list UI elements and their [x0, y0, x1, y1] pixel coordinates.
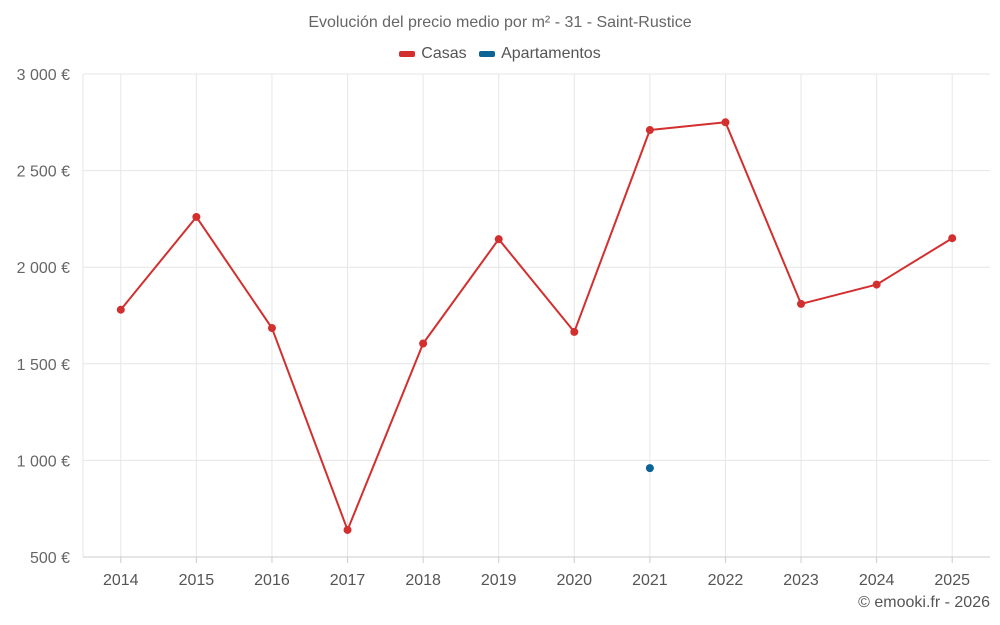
legend-label-casas: Casas [421, 45, 467, 62]
data-point-casas-2016[interactable] [267, 324, 276, 333]
y-tick-label: 1 000 € [17, 453, 70, 470]
data-point-casas-2025[interactable] [948, 234, 957, 243]
data-point-casas-2014[interactable] [116, 305, 125, 314]
y-tick-label: 3 000 € [17, 67, 70, 84]
data-point-casas-2022[interactable] [721, 118, 730, 127]
series-line-casas [120, 121, 953, 531]
data-point-casas-2017[interactable] [343, 525, 352, 534]
legend-label-apartamentos: Apartamentos [501, 45, 601, 62]
x-tick-label: 2022 [708, 572, 744, 589]
y-tick-label: 2 000 € [17, 260, 70, 277]
legend-swatch-casas [399, 51, 416, 57]
y-tick-label: 1 500 € [17, 357, 70, 374]
x-tick-label: 2020 [556, 572, 592, 589]
x-tick-label: 2014 [103, 572, 139, 589]
data-point-casas-2021[interactable] [645, 126, 654, 135]
x-tick-label: 2025 [934, 572, 970, 589]
chart-legend: Casas Apartamentos [0, 44, 1000, 63]
x-tick-label: 2015 [179, 572, 215, 589]
legend-swatch-apartamentos [479, 51, 496, 57]
data-point-casas-2019[interactable] [494, 235, 503, 244]
legend-item-casas[interactable]: Casas [399, 45, 467, 63]
data-point-casas-2023[interactable] [797, 299, 806, 308]
x-tick-label: 2018 [405, 572, 441, 589]
chart-title: Evolución del precio medio por m² - 31 -… [308, 14, 692, 31]
x-tick-label: 2016 [254, 572, 290, 589]
data-point-casas-2018[interactable] [419, 339, 428, 348]
y-tick-label: 500 € [30, 550, 70, 567]
credit-text: © emooki.fr - 2026 [858, 594, 990, 611]
x-tick-label: 2019 [481, 572, 517, 589]
legend-item-apartamentos[interactable]: Apartamentos [479, 45, 601, 63]
data-point-casas-2024[interactable] [872, 280, 881, 289]
y-tick-label: 2 500 € [17, 164, 70, 181]
x-tick-label: 2023 [783, 572, 819, 589]
x-tick-label: 2024 [859, 572, 895, 589]
data-point-casas-2020[interactable] [570, 327, 579, 336]
data-point-casas-2015[interactable] [192, 212, 201, 221]
x-tick-label: 2017 [330, 572, 366, 589]
data-point-apartamentos-2021[interactable] [645, 464, 654, 473]
x-tick-label: 2021 [632, 572, 668, 589]
